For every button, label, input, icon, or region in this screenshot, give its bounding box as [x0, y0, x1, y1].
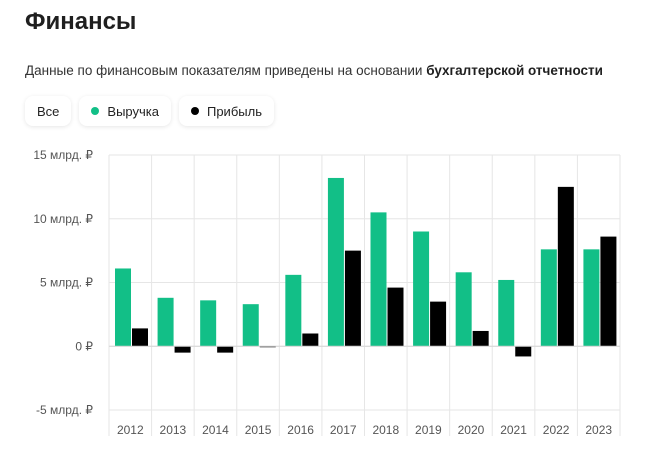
- bar-profit: [217, 346, 234, 353]
- revenue-dot-icon: [91, 107, 100, 115]
- x-tick-label: 2012: [117, 423, 144, 437]
- profit-dot-icon: [190, 107, 199, 115]
- bar-revenue: [498, 279, 515, 347]
- bar-profit: [515, 346, 532, 357]
- bar-revenue: [583, 249, 600, 347]
- bar-profit: [132, 328, 148, 347]
- filter-revenue-label: Выручка: [107, 103, 159, 119]
- x-tick-label: 2023: [585, 423, 612, 437]
- x-tick-label: 2013: [160, 423, 187, 437]
- bar-profit: [174, 346, 191, 353]
- x-tick-label: 2021: [500, 423, 527, 437]
- filter-all-button[interactable]: Все: [25, 96, 72, 126]
- bar-profit: [557, 186, 574, 347]
- bar-profit: [387, 287, 404, 347]
- subtitle-emphasis: бухгалтерской отчетности: [426, 63, 603, 78]
- bar-profit: [344, 250, 361, 347]
- y-tick-label: 10 млрд. ₽: [33, 212, 93, 226]
- x-tick-label: 2018: [372, 423, 399, 437]
- filter-profit-button[interactable]: Прибыль: [178, 96, 274, 126]
- x-tick-label: 2019: [415, 423, 442, 437]
- bar-revenue: [327, 177, 344, 347]
- x-tick-label: 2020: [458, 423, 485, 437]
- bar-profit: [302, 333, 319, 347]
- bar-revenue: [455, 272, 472, 347]
- page-title: Финансы: [25, 8, 137, 35]
- filter-all-label: Все: [37, 103, 60, 119]
- y-tick-label: -5 млрд. ₽: [36, 403, 93, 417]
- x-tick-label: 2017: [330, 423, 357, 437]
- y-tick-label: 15 млрд. ₽: [33, 148, 93, 162]
- bar-revenue: [413, 231, 430, 347]
- bar-revenue: [285, 274, 302, 347]
- filter-revenue-button[interactable]: Выручка: [79, 96, 171, 126]
- subtitle: Данные по финансовым показателям приведе…: [25, 63, 603, 78]
- bar-revenue: [540, 249, 557, 347]
- bar-profit: [430, 301, 447, 347]
- bar-revenue: [370, 212, 387, 347]
- bar-revenue: [115, 268, 131, 347]
- bar-profit: [600, 236, 617, 347]
- filter-profit-label: Прибыль: [206, 103, 262, 119]
- filter-chips: Все Выручка Прибыль: [25, 96, 274, 126]
- bar-revenue: [157, 297, 174, 347]
- x-tick-label: 2015: [245, 423, 272, 437]
- bar-revenue: [200, 300, 217, 347]
- x-tick-label: 2022: [543, 423, 570, 437]
- x-tick-label: 2016: [287, 423, 314, 437]
- bar-profit: [472, 330, 489, 347]
- y-tick-label: 5 млрд. ₽: [40, 276, 93, 290]
- y-tick-label: 0 ₽: [75, 339, 93, 353]
- bar-revenue: [242, 304, 259, 347]
- x-tick-label: 2014: [202, 423, 229, 437]
- subtitle-text: Данные по финансовым показателям приведе…: [25, 63, 427, 78]
